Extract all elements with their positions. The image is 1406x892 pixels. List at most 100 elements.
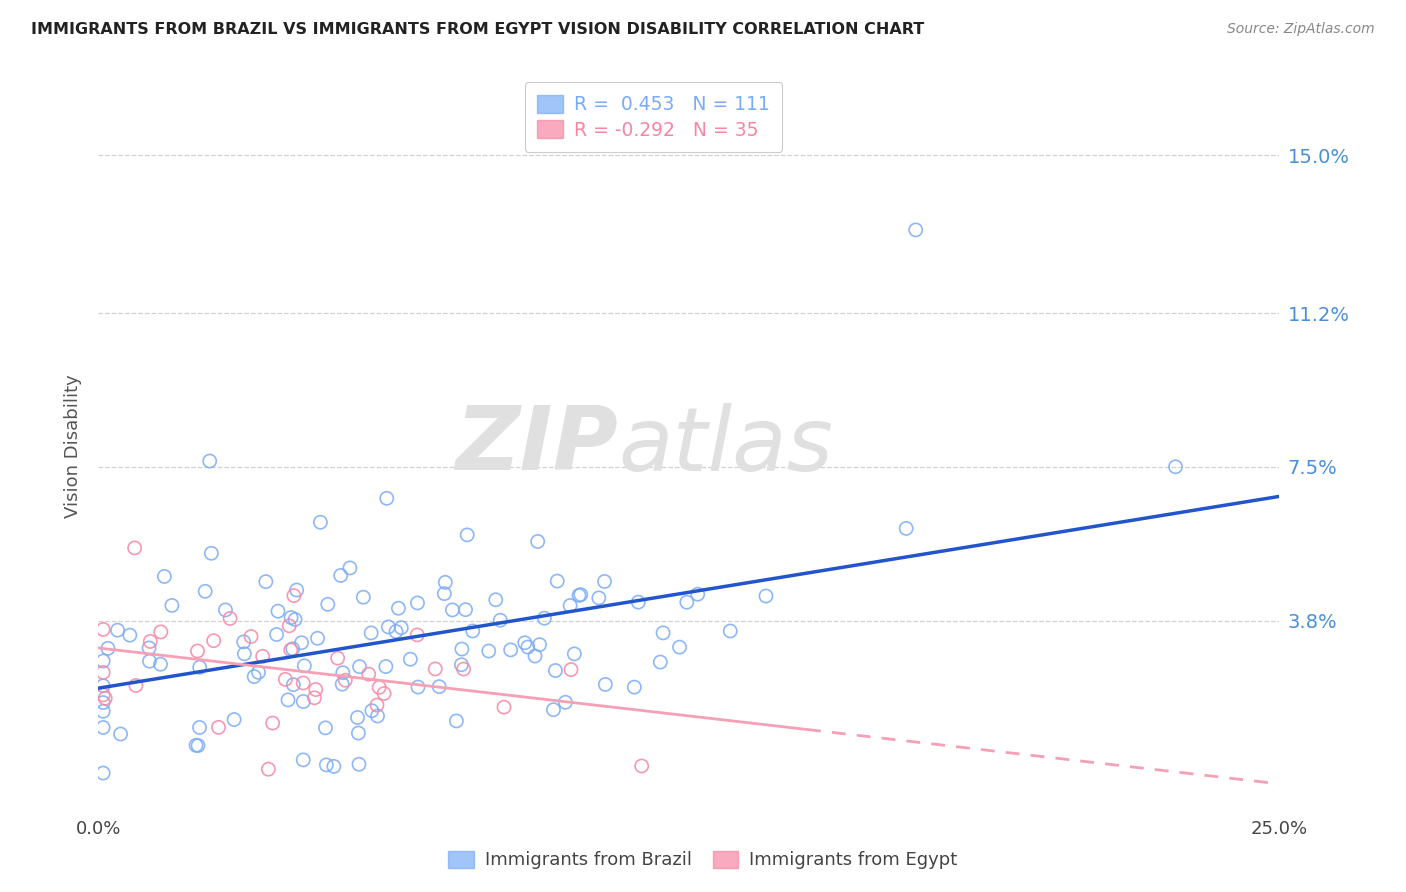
Text: IMMIGRANTS FROM BRAZIL VS IMMIGRANTS FROM EGYPT VISION DISABILITY CORRELATION CH: IMMIGRANTS FROM BRAZIL VS IMMIGRANTS FRO…: [31, 22, 924, 37]
Point: [554, 695, 576, 709]
Point: [546, 574, 568, 588]
Point: [366, 698, 388, 712]
Point: [277, 693, 299, 707]
Point: [257, 762, 280, 776]
Point: [346, 710, 368, 724]
Point: [247, 665, 270, 680]
Point: [219, 611, 242, 625]
Point: [347, 726, 370, 740]
Point: [360, 626, 382, 640]
Point: [896, 521, 918, 535]
Point: [110, 727, 132, 741]
Point: [543, 703, 565, 717]
Point: [149, 657, 172, 672]
Point: [360, 704, 382, 718]
Point: [315, 757, 337, 772]
Point: [441, 603, 464, 617]
Point: [366, 709, 388, 723]
Point: [281, 641, 304, 656]
Point: [1164, 459, 1187, 474]
Point: [524, 648, 547, 663]
Text: Source: ZipAtlas.com: Source: ZipAtlas.com: [1227, 22, 1375, 37]
Point: [316, 597, 339, 611]
Point: [374, 659, 396, 673]
Point: [627, 595, 650, 609]
Point: [284, 612, 307, 626]
Point: [349, 659, 371, 673]
Point: [387, 601, 409, 615]
Point: [373, 686, 395, 700]
Point: [118, 628, 141, 642]
Point: [385, 624, 408, 639]
Point: [446, 714, 468, 728]
Point: [202, 633, 225, 648]
Point: [329, 568, 352, 582]
Point: [406, 596, 429, 610]
Point: [305, 682, 328, 697]
Point: [266, 627, 288, 641]
Point: [533, 611, 555, 625]
Point: [544, 664, 567, 678]
Legend: R =  0.453   N = 111, R = -0.292   N = 35: R = 0.453 N = 111, R = -0.292 N = 35: [524, 82, 782, 152]
Point: [194, 584, 217, 599]
Point: [516, 640, 538, 654]
Point: [254, 574, 277, 589]
Point: [499, 643, 522, 657]
Point: [593, 574, 616, 589]
Point: [569, 588, 592, 602]
Point: [91, 679, 114, 693]
Point: [292, 658, 315, 673]
Point: [406, 628, 429, 642]
Point: [262, 716, 284, 731]
Point: [562, 647, 585, 661]
Text: atlas: atlas: [619, 403, 832, 489]
Point: [214, 603, 236, 617]
Point: [224, 713, 246, 727]
Point: [478, 644, 501, 658]
Point: [335, 673, 357, 688]
Point: [595, 677, 617, 691]
Point: [339, 561, 361, 575]
Point: [188, 721, 211, 735]
Point: [198, 454, 221, 468]
Point: [347, 757, 370, 772]
Point: [377, 620, 399, 634]
Point: [623, 680, 645, 694]
Point: [252, 649, 274, 664]
Point: [184, 739, 207, 753]
Point: [332, 665, 354, 680]
Point: [904, 223, 927, 237]
Point: [451, 642, 474, 657]
Point: [718, 624, 741, 638]
Point: [330, 677, 353, 691]
Point: [529, 638, 551, 652]
Point: [267, 604, 290, 618]
Point: [91, 654, 114, 668]
Point: [233, 647, 256, 661]
Point: [652, 626, 675, 640]
Point: [125, 678, 148, 692]
Point: [461, 624, 484, 638]
Point: [427, 680, 450, 694]
Point: [138, 654, 160, 668]
Point: [207, 720, 229, 734]
Point: [243, 670, 266, 684]
Point: [489, 613, 512, 627]
Point: [139, 634, 162, 648]
Point: [94, 691, 117, 706]
Point: [326, 651, 349, 665]
Point: [755, 589, 778, 603]
Point: [485, 592, 508, 607]
Y-axis label: Vision Disability: Vision Disability: [65, 374, 83, 518]
Point: [278, 619, 301, 633]
Point: [97, 641, 120, 656]
Point: [492, 700, 515, 714]
Point: [453, 662, 475, 676]
Point: [188, 660, 211, 674]
Point: [630, 759, 652, 773]
Point: [307, 632, 329, 646]
Point: [433, 587, 456, 601]
Point: [274, 673, 297, 687]
Point: [513, 636, 536, 650]
Point: [160, 599, 183, 613]
